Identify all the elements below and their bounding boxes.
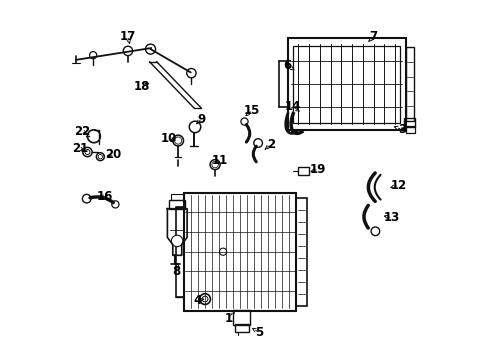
Circle shape <box>370 227 379 235</box>
Circle shape <box>89 51 97 59</box>
Circle shape <box>171 235 183 247</box>
Bar <box>233 310 250 324</box>
Bar <box>296 198 306 306</box>
Bar <box>405 47 413 121</box>
Circle shape <box>186 68 196 78</box>
Text: 14: 14 <box>284 100 301 113</box>
Text: 1: 1 <box>224 311 232 325</box>
Text: 19: 19 <box>309 163 325 176</box>
Bar <box>234 324 248 332</box>
Bar <box>175 207 184 297</box>
Circle shape <box>87 130 100 143</box>
Circle shape <box>112 201 119 208</box>
Text: 3: 3 <box>397 123 406 136</box>
Bar <box>183 193 296 311</box>
Text: 7: 7 <box>369 30 377 43</box>
Text: 16: 16 <box>96 190 113 203</box>
Text: 9: 9 <box>197 113 205 126</box>
Bar <box>403 118 414 127</box>
Circle shape <box>189 121 201 133</box>
Text: 21: 21 <box>72 142 88 155</box>
Text: 12: 12 <box>390 179 406 192</box>
Bar <box>405 126 414 134</box>
Bar <box>169 200 185 209</box>
Circle shape <box>145 44 155 54</box>
Text: 11: 11 <box>211 154 227 167</box>
Circle shape <box>199 294 210 305</box>
Text: 15: 15 <box>243 104 259 117</box>
Text: 10: 10 <box>161 132 177 145</box>
Text: 5: 5 <box>254 326 263 339</box>
Circle shape <box>85 149 90 154</box>
Text: 4: 4 <box>193 294 202 307</box>
Text: 17: 17 <box>120 30 136 43</box>
Circle shape <box>202 296 207 302</box>
Circle shape <box>219 248 226 255</box>
Bar <box>292 45 400 123</box>
Circle shape <box>96 153 104 161</box>
Text: 22: 22 <box>74 125 90 138</box>
Text: 20: 20 <box>105 148 122 161</box>
Text: 8: 8 <box>172 265 180 278</box>
Text: 6: 6 <box>283 59 291 72</box>
Text: 18: 18 <box>134 80 150 93</box>
Circle shape <box>253 139 262 147</box>
Circle shape <box>241 118 247 125</box>
Circle shape <box>123 46 132 55</box>
Text: 2: 2 <box>267 138 275 150</box>
Bar <box>287 39 405 130</box>
Circle shape <box>98 154 102 159</box>
Bar <box>171 194 183 200</box>
Circle shape <box>82 194 91 203</box>
Circle shape <box>172 135 183 146</box>
Circle shape <box>211 161 218 168</box>
Circle shape <box>174 137 182 144</box>
Bar <box>297 167 308 175</box>
Circle shape <box>210 159 220 170</box>
Circle shape <box>82 147 92 157</box>
Text: 13: 13 <box>383 211 399 224</box>
